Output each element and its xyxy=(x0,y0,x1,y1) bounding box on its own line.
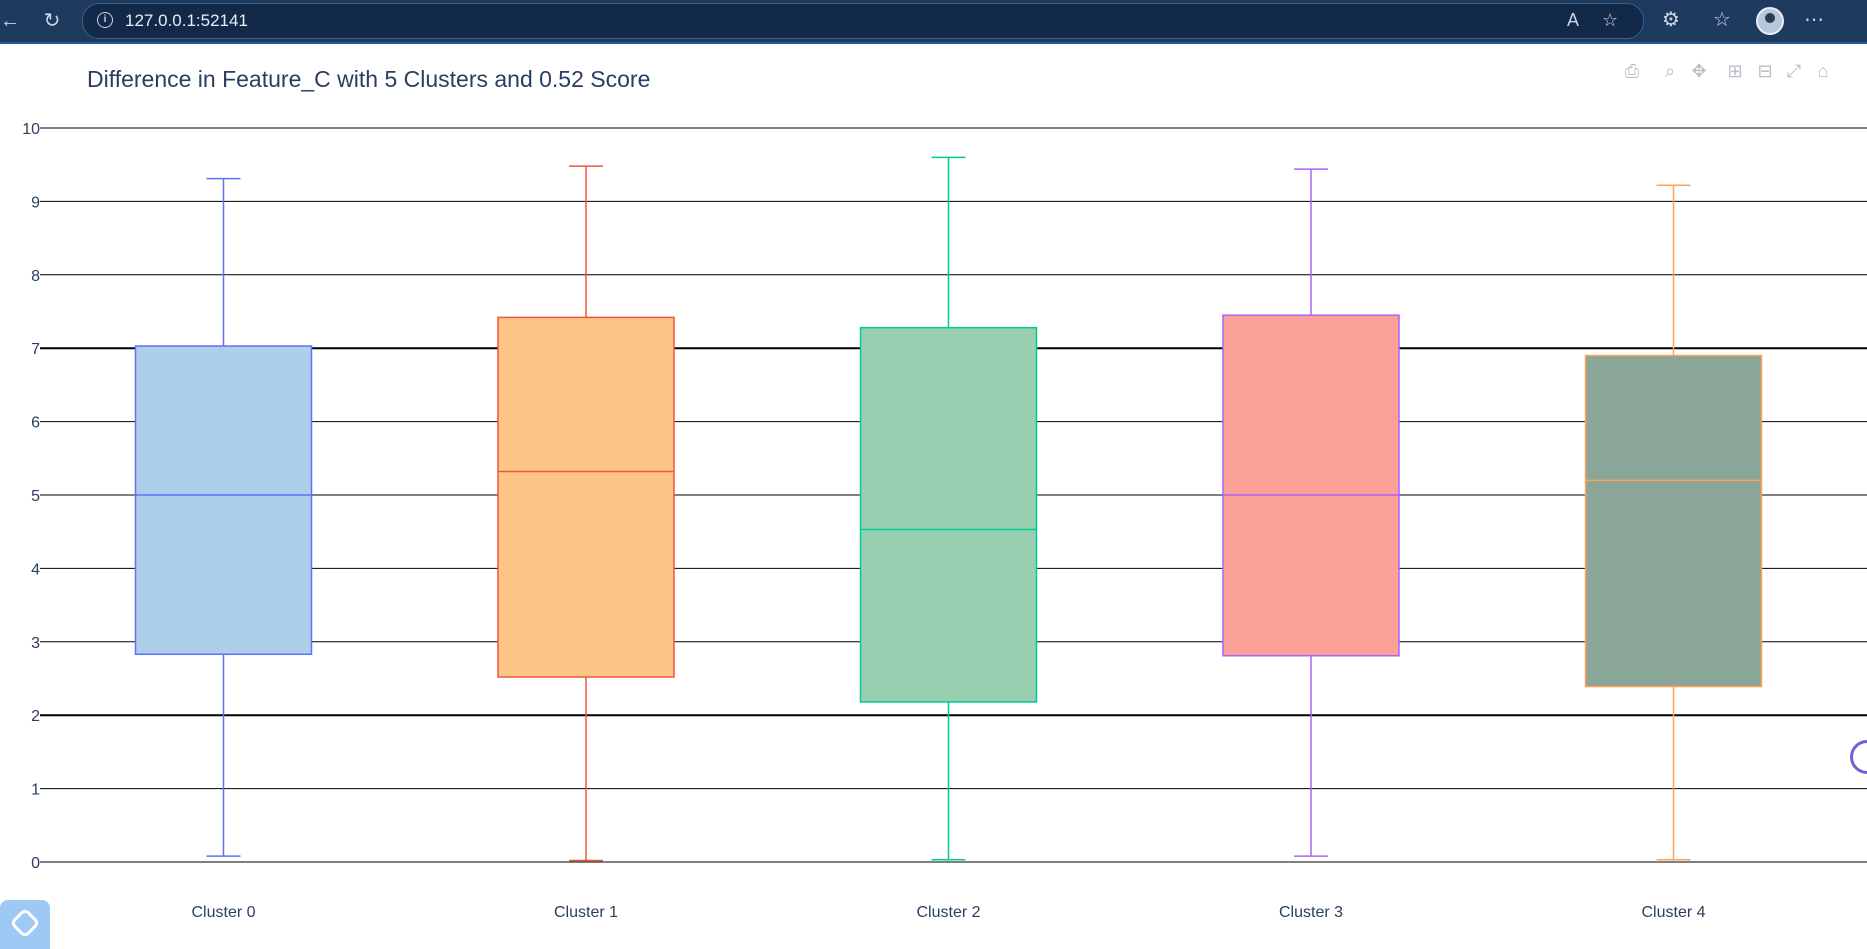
ellipsis-icon[interactable]: ⋯ xyxy=(1804,9,1824,31)
box-cluster-1[interactable] xyxy=(497,165,675,862)
puzzle-icon[interactable]: ⚙ xyxy=(1662,9,1680,31)
chart-title: Difference in Feature_C with 5 Clusters … xyxy=(87,66,651,92)
y-tick-label: 10 xyxy=(22,121,40,138)
home-icon[interactable]: ⌂ xyxy=(1817,61,1829,81)
camera-icon[interactable]: ⎙ xyxy=(1624,61,1640,81)
arrow-left-icon[interactable]: ← xyxy=(0,10,20,32)
address-bar[interactable]: i 127.0.0.1:52141 A ☆ xyxy=(82,3,1644,39)
url-text[interactable]: 127.0.0.1:52141 xyxy=(125,11,248,30)
y-tick-label: 8 xyxy=(31,268,40,285)
x-tick-label: Cluster 2 xyxy=(916,904,980,921)
x-tick-label: Cluster 0 xyxy=(191,904,255,921)
zoom-out-icon[interactable]: ⊟ xyxy=(1757,61,1773,81)
iqr-box xyxy=(497,316,675,678)
pan-icon[interactable]: ✥ xyxy=(1691,61,1707,81)
favorites-icon[interactable]: ☆ xyxy=(1713,9,1731,31)
app-logo-icon[interactable] xyxy=(0,900,50,949)
iqr-box xyxy=(1222,314,1400,657)
zoom-in-icon[interactable]: ⊞ xyxy=(1727,61,1743,81)
info-icon[interactable]: i xyxy=(97,12,113,28)
autoscale-icon[interactable]: ⤢ xyxy=(1786,61,1802,81)
refresh-icon[interactable]: ↻ xyxy=(43,10,61,32)
box-cluster-4[interactable] xyxy=(1584,184,1763,861)
box-cluster-2[interactable] xyxy=(859,156,1038,861)
y-tick-label: 5 xyxy=(31,488,40,505)
box-cluster-3[interactable] xyxy=(1222,168,1400,857)
y-tick-label: 9 xyxy=(31,194,40,211)
x-tick-label: Cluster 4 xyxy=(1641,904,1705,921)
y-tick-label: 1 xyxy=(31,782,40,799)
box-cluster-0[interactable] xyxy=(134,177,313,857)
y-tick-label: 2 xyxy=(31,708,40,725)
iqr-box xyxy=(1584,354,1763,688)
star-icon[interactable]: ☆ xyxy=(1602,10,1619,30)
y-tick-label: 6 xyxy=(31,415,40,432)
boxes xyxy=(134,156,1763,862)
x-tick-label: Cluster 3 xyxy=(1279,904,1343,921)
zoom-icon[interactable]: ⌕ xyxy=(1664,61,1676,81)
y-tick-label: 7 xyxy=(31,341,40,358)
read-aloud-icon[interactable]: A xyxy=(1567,10,1580,30)
iqr-box xyxy=(859,326,1038,703)
y-tick-label: 4 xyxy=(31,561,40,578)
y-tick-label: 3 xyxy=(31,635,40,652)
avatar[interactable] xyxy=(1756,7,1784,35)
x-axis-ticks: Cluster 0 Cluster 1 Cluster 2 Cluster 3 Clus… xyxy=(191,904,1705,921)
iqr-box xyxy=(134,345,313,656)
y-axis-ticks: 0 1 2 3 4 5 6 7 8 9 10 xyxy=(22,121,40,872)
y-tick-label: 0 xyxy=(31,855,40,872)
browser-toolbar: ← ↻ i 127.0.0.1:52141 A ☆ ⚙ ☆ ⋯ xyxy=(0,0,1867,44)
x-tick-label: Cluster 1 xyxy=(554,904,618,921)
